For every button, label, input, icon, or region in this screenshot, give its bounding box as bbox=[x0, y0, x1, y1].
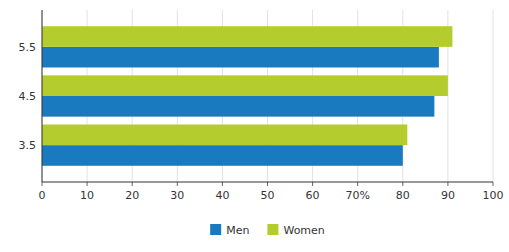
bar bbox=[42, 26, 452, 47]
x-tick-label: 30 bbox=[170, 189, 184, 202]
x-tick-label: 0 bbox=[39, 189, 46, 202]
legend-swatch bbox=[210, 224, 221, 235]
x-tick-label: 50 bbox=[261, 189, 275, 202]
legend-label: Men bbox=[226, 224, 249, 237]
legend-item: Men bbox=[210, 224, 249, 237]
y-tick-label: 4.5 bbox=[19, 90, 37, 103]
x-tick bbox=[177, 182, 178, 186]
bar bbox=[42, 47, 439, 68]
x-ticks: 0 10 20 30 40 50 60 70% 80 90 100 bbox=[39, 182, 504, 202]
legend-label: Women bbox=[283, 224, 324, 237]
bar bbox=[42, 125, 407, 146]
x-tick bbox=[222, 182, 223, 186]
y-axis-line bbox=[42, 10, 43, 182]
y-tick-labels: 3.5 4.5 5.5 bbox=[19, 41, 37, 152]
x-tick bbox=[493, 182, 494, 186]
bars bbox=[42, 26, 452, 166]
x-tick bbox=[132, 182, 133, 186]
chart-svg: 0 10 20 30 40 50 60 70% 80 90 100 3.5 4.5 5.5 Men Women bbox=[0, 0, 509, 252]
x-tick-label: 100 bbox=[483, 189, 504, 202]
legend-swatch bbox=[267, 224, 278, 235]
y-tick-label: 3.5 bbox=[19, 139, 37, 152]
x-tick bbox=[42, 182, 43, 186]
x-tick-label: 60 bbox=[306, 189, 320, 202]
chart-container: 0 10 20 30 40 50 60 70% 80 90 100 3.5 4.5 5.5 Men Women bbox=[0, 0, 509, 252]
bar bbox=[42, 96, 434, 117]
legend-item: Women bbox=[267, 224, 324, 237]
x-tick bbox=[447, 182, 448, 186]
x-tick-label: 70% bbox=[345, 189, 369, 202]
grid-line bbox=[493, 10, 494, 182]
x-tick bbox=[402, 182, 403, 186]
x-axis-line bbox=[42, 182, 493, 183]
x-tick-label: 20 bbox=[125, 189, 139, 202]
grid-line bbox=[42, 10, 43, 182]
x-tick-label: 10 bbox=[80, 189, 94, 202]
x-tick bbox=[357, 182, 358, 186]
x-tick-label: 90 bbox=[441, 189, 455, 202]
legend: Men Women bbox=[210, 224, 325, 237]
x-tick-label: 80 bbox=[396, 189, 410, 202]
x-tick bbox=[267, 182, 268, 186]
x-tick-label: 40 bbox=[215, 189, 229, 202]
x-tick bbox=[312, 182, 313, 186]
bar bbox=[42, 145, 403, 166]
grid bbox=[42, 10, 493, 182]
y-tick-label: 5.5 bbox=[19, 41, 37, 54]
x-tick bbox=[87, 182, 88, 186]
bar bbox=[42, 75, 448, 96]
